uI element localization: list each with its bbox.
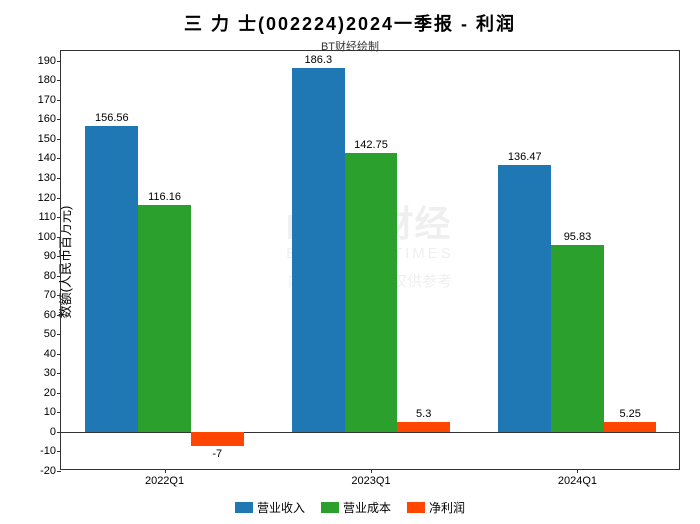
y-tick-mark [57, 139, 61, 140]
legend-item: 营业成本 [321, 499, 391, 516]
y-tick-mark [57, 354, 61, 355]
y-tick-mark [57, 256, 61, 257]
y-tick-mark [57, 373, 61, 374]
y-tick-mark [57, 451, 61, 452]
bar-value-label: 5.25 [619, 408, 640, 420]
bar [292, 68, 345, 432]
legend-label: 营业成本 [343, 499, 391, 516]
bar [397, 422, 450, 432]
y-tick-mark [57, 315, 61, 316]
bar-value-label: 95.83 [564, 231, 592, 243]
legend: 营业收入 营业成本 净利润 [235, 499, 465, 516]
plot-area: BT财经 BUSINESS TIMES 内容由AI生成，仅供参考 -20-100… [60, 50, 680, 470]
y-tick-mark [57, 217, 61, 218]
y-tick-mark [57, 237, 61, 238]
bar-value-label: 5.3 [416, 408, 431, 420]
bar-value-label: 116.16 [148, 191, 181, 203]
legend-item: 营业收入 [235, 499, 305, 516]
legend-label: 净利润 [429, 499, 465, 516]
chart-title: 三 力 士(002224)2024一季报 - 利润 [0, 0, 700, 36]
x-tick-mark [371, 469, 372, 473]
y-tick-mark [57, 334, 61, 335]
bar-value-label: 136.47 [508, 151, 542, 163]
legend-swatch [407, 502, 425, 513]
zero-line [61, 432, 679, 433]
bar [191, 432, 244, 446]
y-tick-mark [57, 295, 61, 296]
y-tick-mark [57, 471, 61, 472]
bar-value-label: 186.3 [305, 54, 333, 66]
bar [498, 165, 551, 432]
x-tick-mark [577, 469, 578, 473]
y-tick-mark [57, 412, 61, 413]
legend-label: 营业收入 [257, 499, 305, 516]
legend-item: 净利润 [407, 499, 465, 516]
y-tick-mark [57, 61, 61, 62]
bar [138, 205, 191, 432]
bar [604, 422, 657, 432]
y-tick-mark [57, 393, 61, 394]
y-tick-mark [57, 198, 61, 199]
y-tick-mark [57, 158, 61, 159]
legend-swatch [321, 502, 339, 513]
chart-container: 三 力 士(002224)2024一季报 - 利润 BT财经绘制 数额(人民币百… [0, 0, 700, 524]
y-tick-mark [57, 119, 61, 120]
bar [345, 153, 398, 432]
y-tick-mark [57, 100, 61, 101]
y-tick-mark [57, 80, 61, 81]
bar [85, 126, 138, 432]
bar-value-label: 156.56 [95, 112, 129, 124]
x-tick-mark [165, 469, 166, 473]
y-tick-mark [57, 276, 61, 277]
bar-value-label: -7 [212, 448, 222, 460]
bar [551, 245, 604, 432]
y-tick-mark [57, 178, 61, 179]
legend-swatch [235, 502, 253, 513]
bar-value-label: 142.75 [354, 139, 388, 151]
